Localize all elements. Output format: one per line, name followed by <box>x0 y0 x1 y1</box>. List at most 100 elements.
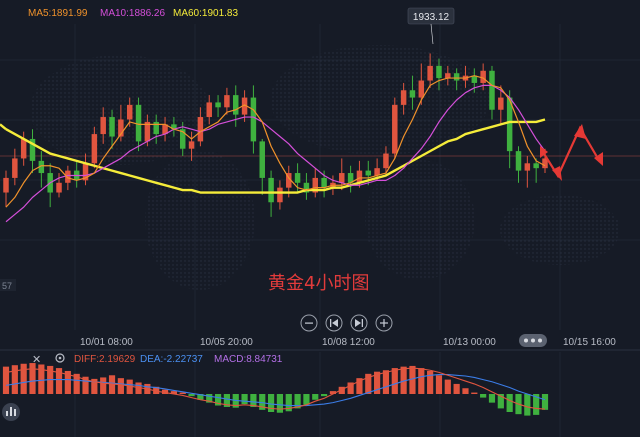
candle-body <box>197 117 204 142</box>
candle <box>179 121 186 156</box>
candle <box>29 129 36 174</box>
candle <box>215 95 221 118</box>
candle-body <box>118 119 124 137</box>
macd-bar <box>382 370 390 394</box>
candle-body <box>480 70 486 83</box>
candle-body <box>303 182 310 193</box>
bar-chart-icon <box>6 407 16 416</box>
candle <box>400 82 407 115</box>
macd-bar <box>400 366 407 394</box>
candle-body <box>347 173 354 183</box>
candle <box>277 180 283 210</box>
projection-arrow-icon <box>540 124 603 181</box>
skip-forward-button[interactable] <box>350 314 368 332</box>
macd-bar <box>506 394 513 412</box>
macd-bar <box>11 365 18 394</box>
left-edge-label: 57 <box>2 281 12 291</box>
indicator-toggle-button[interactable] <box>2 403 20 421</box>
macd-bar <box>524 394 531 416</box>
ma5-legend: MA5:1891.99 <box>28 8 88 19</box>
candle-body <box>259 141 265 178</box>
macd-bar <box>427 370 434 394</box>
candle-body <box>436 65 442 79</box>
candle-body <box>471 75 478 83</box>
candle <box>453 68 460 91</box>
candle <box>91 126 98 169</box>
macd-bar <box>241 394 248 405</box>
chart-watermark: 黄金4小时图 <box>268 273 369 294</box>
candle <box>383 146 389 176</box>
macd-settings-button[interactable] <box>55 353 65 363</box>
candle <box>471 68 478 93</box>
candle-body <box>179 129 186 149</box>
candle <box>12 148 18 186</box>
candle <box>109 109 115 149</box>
candle-body <box>374 168 380 176</box>
candle-body <box>188 141 195 149</box>
macd-bar <box>541 394 549 410</box>
zoom-out-icon <box>305 322 313 324</box>
candle-body <box>29 138 36 161</box>
candle <box>303 173 310 200</box>
candle-body <box>339 173 345 183</box>
candle-body <box>445 73 451 79</box>
skip-back-button[interactable] <box>325 314 343 332</box>
macd-bar <box>170 391 177 394</box>
candle-body <box>409 90 416 98</box>
candle <box>498 85 504 125</box>
candle-body <box>100 117 106 135</box>
candle-body <box>321 177 327 188</box>
macd-bar <box>488 394 496 403</box>
candle <box>250 85 257 154</box>
zoom-out-button[interactable] <box>300 314 318 332</box>
candle-body <box>65 170 71 183</box>
macd-bar <box>223 394 230 407</box>
macd-bar <box>356 378 363 394</box>
more-options-button[interactable] <box>519 334 547 347</box>
candle <box>38 151 45 188</box>
macd-close-button[interactable]: ✕ <box>32 353 41 366</box>
candle <box>82 153 89 186</box>
macd-bar <box>347 382 354 394</box>
candle-body <box>171 124 177 130</box>
candle-body <box>418 80 425 98</box>
macd-bar <box>82 376 89 394</box>
candle-body <box>215 102 221 108</box>
macd-bar <box>312 394 319 400</box>
candlestick-series <box>3 53 548 217</box>
candle <box>224 87 230 115</box>
candle-body <box>109 117 115 137</box>
candle <box>489 65 495 120</box>
candle <box>188 131 195 161</box>
zoom-in-button[interactable] <box>375 314 393 332</box>
macd-bar <box>197 394 204 400</box>
macd-bar <box>126 379 133 394</box>
candle <box>392 97 398 159</box>
candle-body <box>294 173 301 183</box>
candle <box>524 156 531 188</box>
candle <box>533 158 539 183</box>
macd-bar <box>462 388 469 394</box>
candle <box>409 75 416 110</box>
candle-body <box>206 102 212 118</box>
candle <box>418 63 425 105</box>
macd-bar <box>108 375 116 394</box>
candle-body <box>268 177 274 203</box>
macd-bar <box>20 363 27 394</box>
candle-body <box>250 97 257 142</box>
macd-bar <box>409 365 416 394</box>
candle-body <box>232 95 239 115</box>
more-dots-icon <box>524 338 528 343</box>
macd-bar <box>285 394 292 412</box>
candle <box>171 117 177 137</box>
candle <box>347 165 354 193</box>
zoom-in-icon <box>380 319 388 327</box>
x-tick-label: 10/08 12:00 <box>322 337 375 348</box>
moving-average-lines <box>0 75 546 223</box>
candle-body <box>356 170 363 183</box>
macd-bar <box>480 394 487 398</box>
candle <box>56 173 62 198</box>
candle-body <box>400 90 407 105</box>
candle-body <box>82 163 89 181</box>
